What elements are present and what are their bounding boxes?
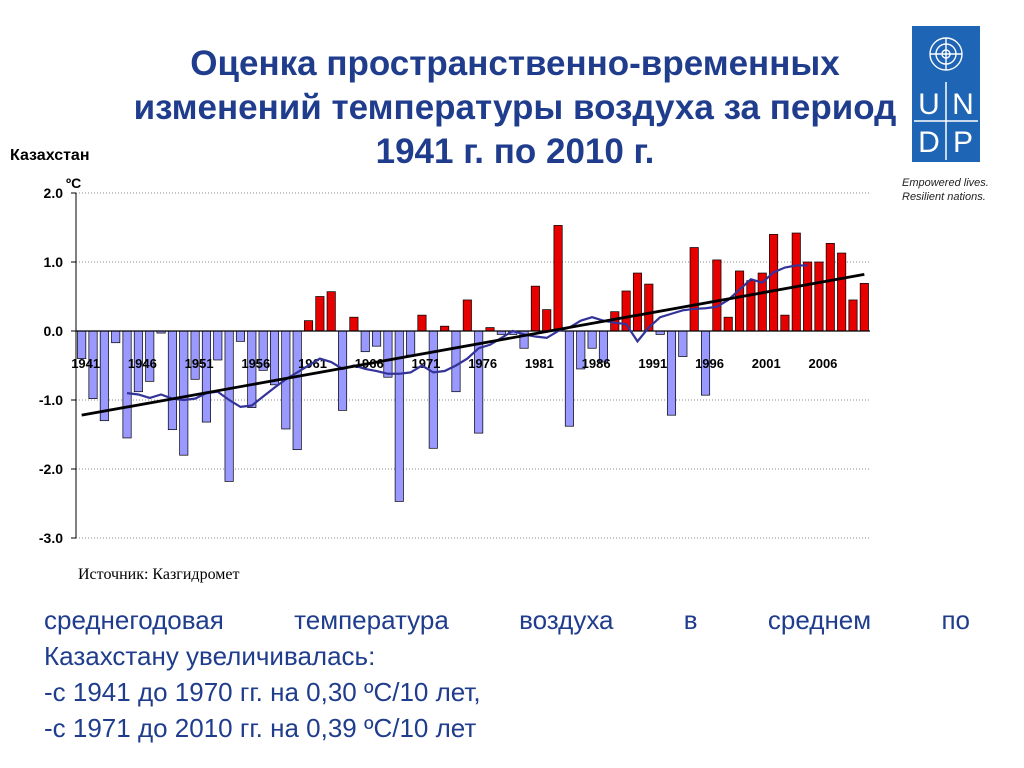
bar	[99, 330, 109, 422]
bar	[315, 296, 325, 332]
x-tick-label: 1946	[128, 356, 157, 371]
bar	[235, 330, 245, 342]
bar	[77, 330, 87, 359]
x-tick-label: 1986	[582, 356, 611, 371]
x-tick-label: 1991	[638, 356, 667, 371]
bar	[848, 299, 858, 332]
bar	[712, 259, 722, 332]
bar	[122, 330, 132, 439]
bar	[632, 272, 642, 332]
bar	[440, 325, 450, 332]
y-tick-label: 0.0	[44, 323, 64, 339]
region-label: Казахстан	[10, 147, 90, 164]
summary-line-1: среднегодовая температура воздуха в сред…	[44, 605, 970, 635]
undp-logo-icon: U N D P	[912, 26, 980, 162]
x-tick-label: 1996	[695, 356, 724, 371]
bar	[553, 225, 563, 332]
summary-line-2: Казахстану увеличивалась:	[44, 641, 376, 671]
bar	[689, 247, 699, 332]
bar	[542, 309, 552, 332]
bar	[803, 261, 813, 332]
summary-text: среднегодовая температура воздуха в сред…	[44, 602, 970, 746]
source-note: Источник: Казгидромет	[78, 566, 240, 583]
bar	[372, 330, 382, 347]
bar	[428, 330, 438, 449]
bar	[814, 261, 824, 332]
bar	[224, 330, 234, 482]
tagline-line-2: Resilient nations.	[902, 191, 986, 203]
bar	[201, 330, 211, 423]
bar	[723, 316, 733, 332]
x-tick-label: 2001	[752, 356, 781, 371]
bar	[769, 234, 779, 332]
unit-label: ºС	[66, 175, 82, 191]
svg-text:P: P	[953, 126, 973, 159]
bar	[587, 330, 597, 349]
svg-text:N: N	[952, 88, 974, 121]
summary-line-3: -с 1941 до 1970 гг. на 0,30 ºС/10 лет,	[44, 677, 481, 707]
x-tick-label: 1981	[525, 356, 554, 371]
bar	[326, 291, 336, 332]
bar	[269, 330, 280, 386]
tagline-line-1: Empowered lives.	[902, 177, 989, 189]
bar	[746, 280, 756, 332]
bar	[564, 330, 574, 427]
bar	[349, 316, 359, 332]
bar	[678, 330, 688, 357]
bar	[111, 330, 121, 344]
y-tick-label: -1.0	[39, 392, 63, 408]
bar	[213, 330, 223, 361]
bar	[791, 232, 801, 332]
x-tick-label: 1941	[71, 356, 100, 371]
y-tick-label: -3.0	[39, 530, 63, 546]
svg-text:U: U	[918, 88, 940, 121]
bar	[179, 330, 189, 456]
bar	[167, 330, 177, 431]
bar	[530, 285, 540, 332]
bar	[825, 243, 835, 332]
logo-tagline: Empowered lives. Resilient nations.	[902, 176, 989, 204]
x-tick-label: 1951	[185, 356, 214, 371]
bar	[780, 314, 790, 332]
moving-average-line	[126, 264, 808, 409]
bar	[859, 283, 869, 332]
summary-line-4: -с 1971 до 2010 гг. на 0,39 ºС/10 лет	[44, 713, 477, 743]
bar	[304, 320, 314, 332]
bar	[451, 330, 461, 393]
bar	[406, 330, 416, 356]
svg-text:D: D	[918, 126, 940, 159]
x-tick-label: 2006	[808, 356, 837, 371]
bar	[417, 314, 427, 332]
y-tick-label: -2.0	[39, 461, 63, 477]
x-tick-label: 1956	[241, 356, 270, 371]
bar	[837, 252, 847, 332]
bar	[462, 299, 472, 332]
x-tick-label: 1976	[468, 356, 497, 371]
y-tick-label: 1.0	[44, 254, 64, 270]
page-title: Оценка пространственно-временных изменен…	[133, 44, 897, 171]
bar	[735, 270, 745, 332]
trend-line	[81, 273, 865, 417]
bar	[338, 330, 348, 411]
bar	[666, 330, 677, 416]
bar	[360, 330, 370, 353]
bar	[383, 330, 393, 378]
bar	[292, 330, 302, 451]
y-tick-label: 2.0	[44, 185, 64, 201]
